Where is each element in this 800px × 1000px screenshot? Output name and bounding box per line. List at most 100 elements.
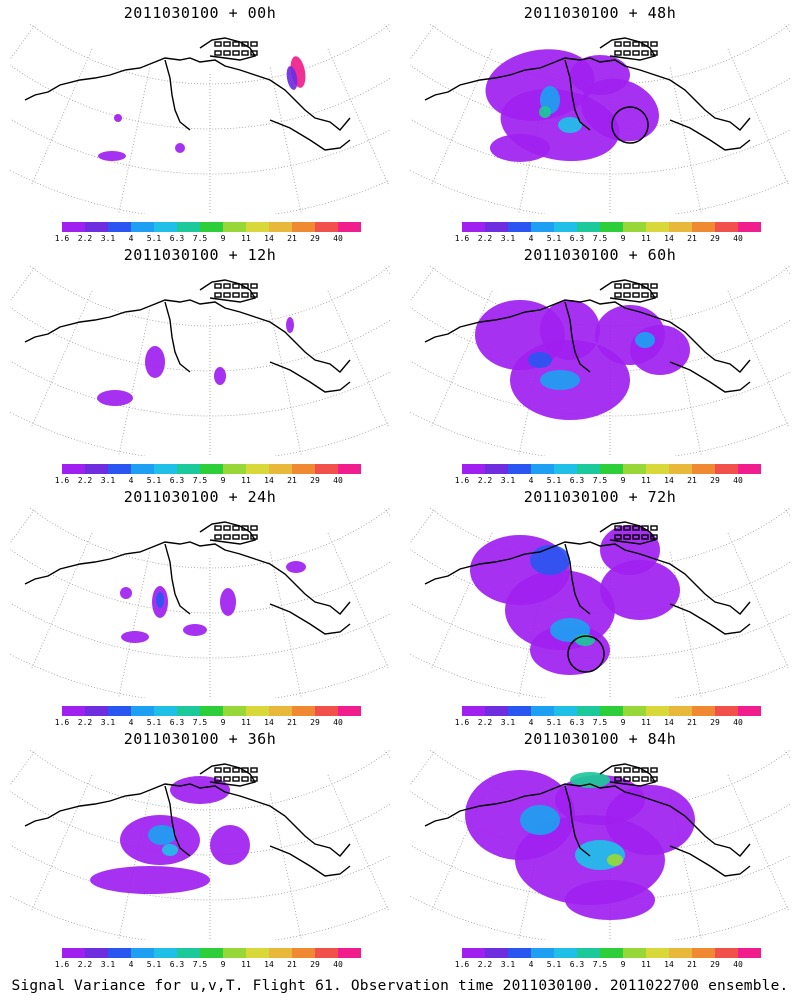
colorbar-tick-label: 1.6 [54, 960, 70, 969]
variance-contour [210, 825, 250, 865]
latitude-circle [410, 169, 790, 214]
variance-field [97, 317, 294, 406]
variance-map [410, 750, 790, 940]
colorbar-tick-label: 9 [220, 476, 226, 485]
variance-contour [635, 332, 655, 348]
colorbar-swatch [108, 706, 131, 716]
island-outline [650, 534, 658, 540]
variance-map [10, 750, 390, 940]
meridian-line [430, 290, 493, 429]
island-outline [623, 50, 631, 56]
colorbar-tick-label: 29 [710, 718, 720, 727]
colorbar-tick-label: 1.6 [54, 234, 70, 243]
latitude-circle [10, 895, 390, 940]
meridian-line [327, 532, 390, 671]
colorbar-tick-label: 4 [128, 960, 134, 969]
colorbar-tick-label: 1.6 [454, 234, 470, 243]
meridian-line [383, 266, 390, 275]
island-outline [614, 50, 622, 56]
colorbar-tick-label: 14 [264, 234, 274, 243]
meridian-line [410, 508, 437, 544]
forecast-panel: 2011030100 + 12h 1.6 2.2 3.1 4 5.1 6.3 7.5 9 11 14… [0, 242, 400, 485]
colorbar-tick-label: 29 [310, 718, 320, 727]
coastline-segment [509, 541, 751, 615]
variance-contour [286, 66, 298, 90]
variance-field [475, 300, 690, 420]
island-outline [632, 292, 640, 298]
coastline-segment [599, 521, 657, 545]
island-outline [214, 776, 222, 782]
island-outline [614, 534, 622, 540]
island-outline [214, 50, 222, 56]
colorbar-swatch [738, 222, 761, 232]
colorbar-swatch [577, 706, 600, 716]
coastline [24, 763, 351, 877]
coastline [24, 279, 351, 393]
colorbar-tick-label: 4 [128, 234, 134, 243]
colorbar-swatch [600, 948, 623, 958]
latitude-circle [10, 169, 390, 214]
island-outline [214, 767, 222, 773]
island-outline [241, 776, 249, 782]
colorbar-tick-label: 5.1 [146, 234, 162, 243]
colorbar-swatch [692, 222, 715, 232]
colorbar-swatch [177, 464, 200, 474]
colorbar-tick-label: 4 [528, 718, 534, 727]
graticule [10, 24, 390, 214]
island-outline [650, 41, 658, 47]
colorbar-tick-label: 29 [310, 476, 320, 485]
island-outline [632, 283, 640, 289]
colorbar-tick-label: 21 [287, 960, 297, 969]
variance-contour [286, 317, 294, 333]
colorbar-swatch [315, 464, 338, 474]
colorbar-tick-label: 1.6 [454, 960, 470, 969]
colorbar-tick-label: 11 [241, 476, 251, 485]
island-outline [241, 534, 249, 540]
colorbar-swatch [223, 222, 246, 232]
island-outline [614, 41, 622, 47]
colorbar-tick-label: 6.3 [569, 476, 585, 485]
coastline-segment [199, 37, 257, 61]
colorbar-tick-label: 6.3 [169, 234, 185, 243]
meridian-line [669, 551, 702, 698]
colorbar-tick-label: 3.1 [500, 718, 516, 727]
variance-contour [528, 352, 552, 368]
variance-contour [565, 880, 655, 920]
colorbar-swatch [85, 948, 108, 958]
colorbar-tick-label: 5.1 [146, 718, 162, 727]
colorbar-tick-label: 11 [241, 234, 251, 243]
colorbar-tick-label: 11 [641, 234, 651, 243]
colorbar-tick-label: 40 [733, 960, 743, 969]
colorbar-swatch [554, 948, 577, 958]
island-outline [232, 50, 240, 56]
colorbar-tick-label: 1.6 [454, 718, 470, 727]
colorbar-tick-label: 7.5 [592, 234, 608, 243]
colorbar [62, 464, 362, 474]
coastline-segment [599, 279, 657, 303]
colorbar-swatch [315, 222, 338, 232]
island-outline [641, 767, 649, 773]
meridian-line [383, 508, 390, 517]
island-outline [241, 283, 249, 289]
colorbar-swatch [269, 706, 292, 716]
variance-field [485, 49, 659, 162]
meridian-line [669, 67, 702, 214]
variance-field [98, 56, 306, 161]
coastline-segment [669, 361, 751, 393]
island-outline [214, 292, 222, 298]
colorbar-tick-label: 29 [310, 960, 320, 969]
variance-contour [148, 825, 176, 845]
island-outline [632, 525, 640, 531]
variance-contour [600, 560, 680, 620]
colorbar-swatch [223, 706, 246, 716]
island-outline [641, 776, 649, 782]
meridian-line [727, 290, 790, 429]
colorbar-tick-label: 21 [687, 718, 697, 727]
colorbar-swatch [692, 948, 715, 958]
coastline-segment [24, 800, 111, 827]
colorbar-tick-label: 2.2 [77, 234, 93, 243]
meridian-line [118, 67, 151, 214]
colorbar-swatch [600, 222, 623, 232]
latitude-circle [10, 306, 390, 372]
island-outline [632, 50, 640, 56]
